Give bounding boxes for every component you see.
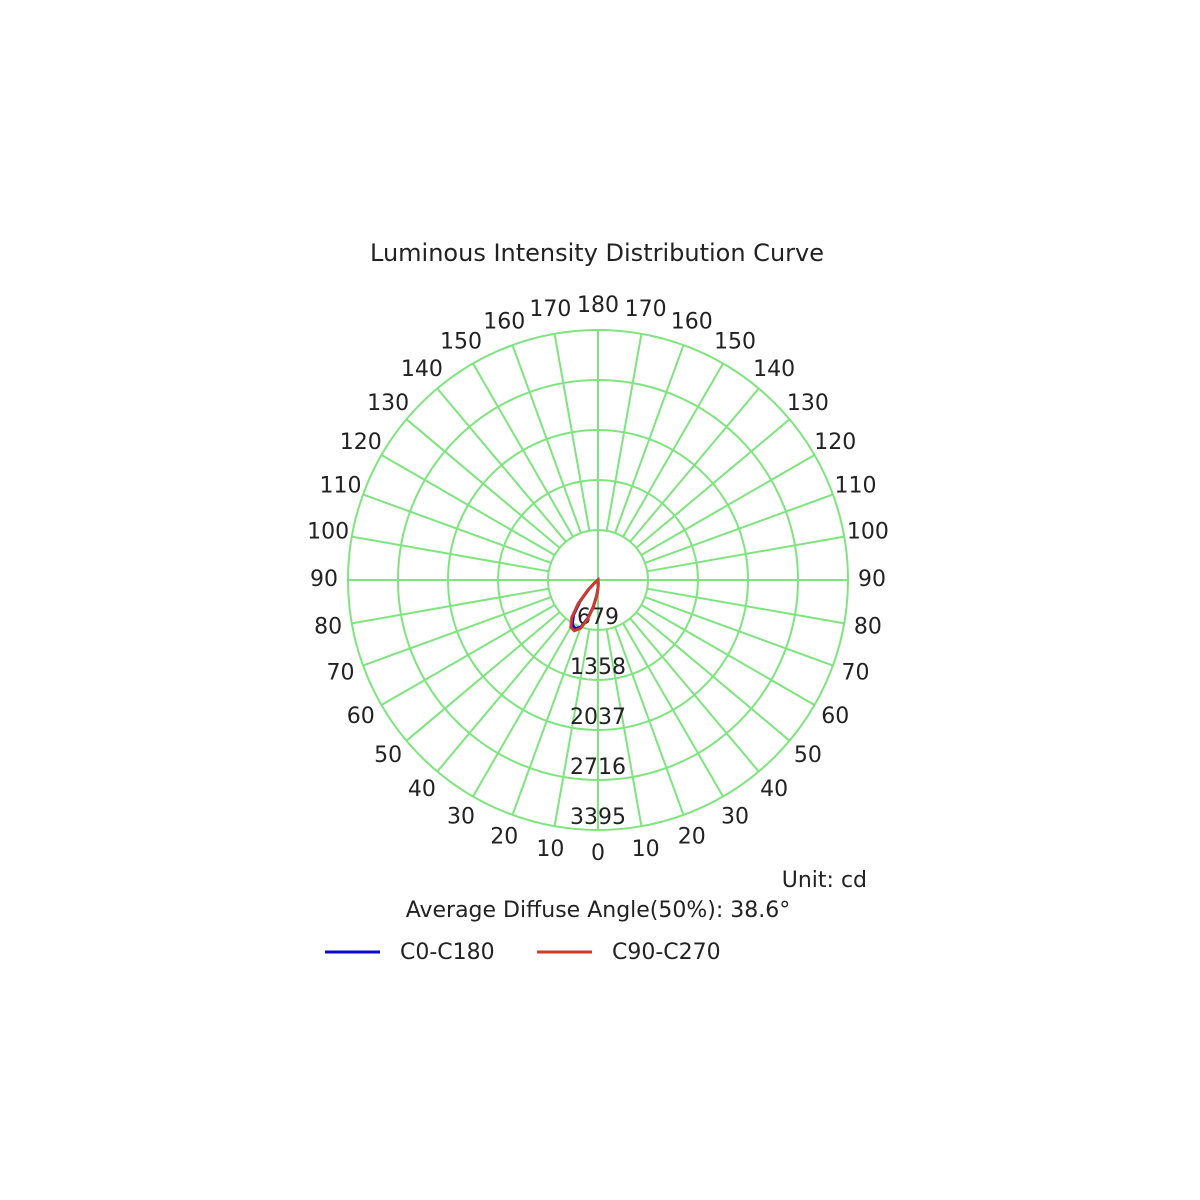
- angle-label: 50: [374, 743, 402, 768]
- grid-spoke: [640, 454, 816, 556]
- grid-spoke: [380, 604, 556, 706]
- angle-label: 80: [314, 615, 342, 640]
- angle-label: 30: [721, 804, 749, 829]
- angle-label: 70: [841, 661, 869, 686]
- chart-title: Luminous Intensity Distribution Curve: [370, 239, 824, 267]
- grid-spoke: [605, 333, 643, 531]
- angle-label: 80: [854, 615, 882, 640]
- grid-spoke: [362, 596, 552, 667]
- angle-label: 40: [760, 777, 788, 802]
- angle-label: 60: [821, 704, 849, 729]
- angle-label: 70: [327, 661, 355, 686]
- angle-label: 140: [401, 357, 443, 382]
- grid-spoke: [511, 626, 582, 816]
- grid-spoke: [605, 629, 643, 827]
- angle-label: 170: [529, 297, 571, 322]
- grid-spoke: [405, 611, 561, 742]
- grid-spoke: [635, 611, 791, 742]
- angle-label: 10: [536, 837, 564, 862]
- annotation: Average Diffuse Angle(50%): 38.6°: [406, 898, 791, 923]
- angle-label: 110: [320, 473, 362, 498]
- angle-label: 100: [847, 519, 889, 544]
- grid-spoke: [640, 604, 816, 706]
- grid-spoke: [472, 622, 574, 798]
- legend-label: C90-C270: [612, 940, 721, 965]
- grid-spoke: [405, 418, 561, 549]
- grid-spoke: [511, 344, 582, 534]
- angle-label: 130: [787, 391, 829, 416]
- angle-label: 120: [340, 430, 382, 455]
- angle-label: 170: [625, 297, 667, 322]
- angle-label: 160: [483, 310, 525, 335]
- angle-label: 130: [367, 391, 409, 416]
- angle-label: 110: [834, 473, 876, 498]
- grid-spoke: [622, 622, 724, 798]
- grid-spoke: [380, 454, 556, 556]
- angle-label: 0: [591, 841, 605, 866]
- grid-spoke: [644, 596, 834, 667]
- grid-spoke: [647, 587, 845, 625]
- grid-spoke: [614, 626, 685, 816]
- r-tick-label: 3395: [570, 805, 626, 830]
- angle-label: 20: [678, 824, 706, 849]
- grid-spoke: [351, 535, 549, 573]
- angle-label: 90: [310, 567, 338, 592]
- grid-spoke: [436, 387, 567, 543]
- grid-spoke: [553, 333, 591, 531]
- grid-spoke: [644, 493, 834, 564]
- series-curve: [569, 577, 600, 633]
- r-tick-label: 2037: [570, 705, 626, 730]
- grid-spoke: [647, 535, 845, 573]
- r-tick-label: 1358: [570, 655, 626, 680]
- grid-spoke: [614, 344, 685, 534]
- grid-spoke: [553, 629, 591, 827]
- angle-label: 120: [814, 430, 856, 455]
- angle-label: 90: [858, 567, 886, 592]
- angle-label: 50: [794, 743, 822, 768]
- unit-label: Unit: cd: [782, 868, 867, 893]
- grid-spoke: [351, 587, 549, 625]
- grid-spoke: [629, 617, 760, 773]
- angle-label: 60: [347, 704, 375, 729]
- grid-spoke: [635, 418, 791, 549]
- angle-label: 10: [632, 837, 660, 862]
- grid-spoke: [436, 617, 567, 773]
- grid-spoke: [472, 362, 574, 538]
- grid-spoke: [629, 387, 760, 543]
- grid-spoke: [362, 493, 552, 564]
- angle-label: 160: [671, 310, 713, 335]
- angle-label: 20: [490, 824, 518, 849]
- angle-label: 140: [753, 357, 795, 382]
- angle-label: 100: [307, 519, 349, 544]
- angle-label: 150: [714, 330, 756, 355]
- angle-label: 180: [577, 293, 619, 318]
- grid-spoke: [622, 362, 724, 538]
- angle-label: 150: [440, 330, 482, 355]
- legend-label: C0-C180: [400, 940, 495, 965]
- angle-label: 30: [447, 804, 475, 829]
- angle-label: 40: [408, 777, 436, 802]
- r-tick-label: 2716: [570, 755, 626, 780]
